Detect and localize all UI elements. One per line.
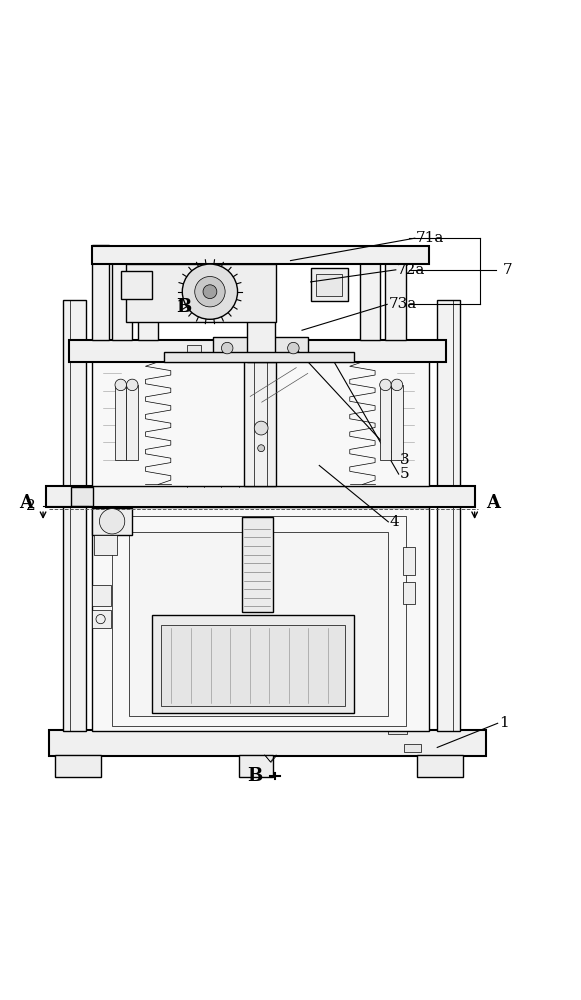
Circle shape	[221, 342, 233, 354]
Bar	[311, 268, 348, 301]
Bar	[46, 486, 475, 507]
Bar	[49, 730, 486, 756]
Bar	[380, 385, 391, 460]
Circle shape	[254, 421, 268, 435]
Circle shape	[380, 379, 391, 391]
Text: 1: 1	[499, 716, 508, 730]
Bar	[187, 345, 201, 359]
Text: A: A	[486, 494, 500, 512]
Bar	[127, 385, 138, 460]
Bar	[112, 263, 132, 340]
Bar	[417, 755, 463, 777]
Bar	[242, 517, 273, 612]
Bar	[115, 385, 127, 460]
Circle shape	[115, 379, 127, 391]
Bar	[92, 360, 429, 486]
Bar	[112, 516, 406, 726]
Text: A: A	[19, 494, 33, 512]
Bar	[317, 274, 342, 296]
Text: 3: 3	[400, 453, 410, 467]
Bar	[92, 507, 429, 731]
Bar	[239, 755, 273, 777]
Circle shape	[391, 379, 403, 391]
Bar	[92, 585, 111, 606]
Circle shape	[99, 509, 125, 534]
Circle shape	[127, 379, 138, 391]
Bar	[127, 264, 276, 322]
Text: 73a: 73a	[388, 297, 417, 311]
Text: 71a: 71a	[416, 231, 444, 245]
Bar	[92, 246, 429, 264]
Bar	[360, 263, 380, 340]
Bar	[245, 360, 276, 486]
Bar	[161, 625, 345, 706]
Bar	[92, 610, 111, 628]
Bar	[121, 271, 152, 299]
Bar	[164, 352, 354, 362]
Bar	[213, 337, 308, 360]
Bar	[403, 582, 415, 604]
Circle shape	[258, 445, 264, 452]
Bar	[388, 726, 407, 734]
Bar	[63, 300, 86, 731]
Bar	[437, 300, 460, 731]
Bar	[152, 615, 354, 713]
Text: 7: 7	[502, 263, 512, 277]
Bar	[403, 547, 415, 575]
Bar	[391, 385, 403, 460]
Bar	[130, 532, 388, 716]
Bar	[92, 245, 109, 340]
Bar	[94, 535, 117, 555]
Text: 4: 4	[389, 515, 399, 529]
Text: 72a: 72a	[397, 263, 425, 277]
Bar	[248, 261, 275, 362]
Bar	[92, 508, 132, 535]
Bar	[55, 755, 101, 777]
Bar	[404, 744, 421, 752]
Text: 5: 5	[400, 467, 410, 481]
Text: B: B	[248, 767, 263, 785]
Bar	[69, 340, 446, 362]
Text: 2: 2	[26, 499, 35, 513]
Circle shape	[288, 342, 299, 354]
Bar	[138, 263, 158, 340]
Circle shape	[195, 276, 225, 307]
Text: B: B	[176, 298, 192, 316]
Bar	[71, 487, 92, 506]
Circle shape	[182, 264, 238, 319]
Circle shape	[203, 285, 217, 299]
Bar	[385, 263, 406, 340]
